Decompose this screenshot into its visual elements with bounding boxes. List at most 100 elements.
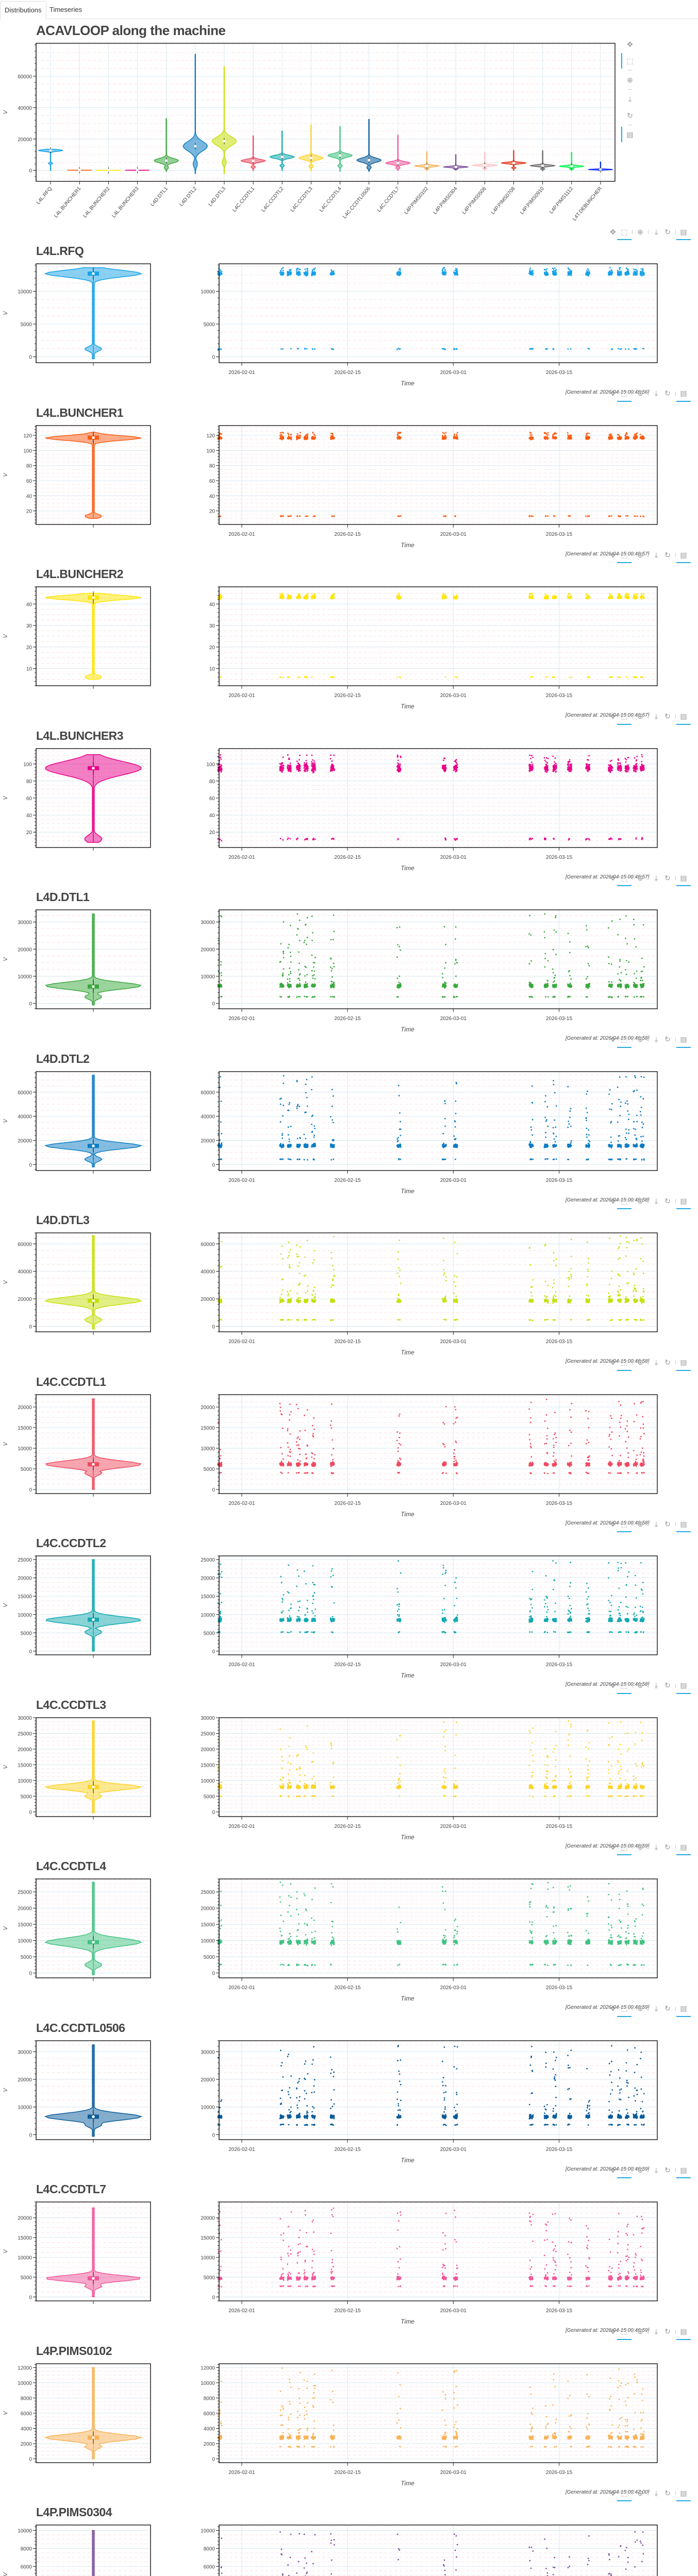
tab-distributions[interactable]: Distributions — [0, 1, 46, 20]
data-point — [443, 273, 445, 274]
pan-tool-button[interactable]: ✥ — [624, 38, 636, 50]
data-point — [400, 764, 401, 765]
y-tick-label: 10000 — [18, 289, 32, 295]
data-point — [442, 269, 443, 271]
plot-toolbar: ✥ ⬚ ⊕ ⤓ ↻ ▤ — [607, 709, 689, 724]
data-point — [588, 437, 590, 439]
pan-tool-button[interactable]: ✥ — [607, 226, 619, 238]
data-point — [547, 437, 549, 439]
y-tick-label: 40 — [209, 602, 215, 607]
box-zoom-tool-button[interactable]: ⬚ — [619, 710, 630, 723]
hover-tool-button[interactable]: ▤ — [678, 226, 689, 238]
data-point — [586, 434, 588, 436]
save-tool-button[interactable]: ⤓ — [651, 549, 662, 561]
data-point — [637, 515, 638, 517]
data-point — [282, 515, 284, 517]
data-point — [331, 760, 333, 761]
save-tool-button[interactable]: ⤓ — [624, 93, 636, 105]
data-point — [397, 437, 399, 438]
violin-median-point — [92, 272, 95, 275]
hover-tool-button[interactable]: ▤ — [678, 710, 689, 723]
data-point — [282, 348, 284, 350]
data-point — [530, 837, 531, 839]
tab-timeseries[interactable]: Timeseries — [45, 1, 86, 20]
data-point — [304, 767, 305, 769]
box-zoom-tool-button[interactable]: ⬚ — [619, 226, 630, 238]
data-point — [330, 273, 332, 274]
data-point — [636, 594, 638, 595]
data-point — [553, 838, 555, 840]
toolbar-separator — [675, 230, 676, 234]
data-point — [331, 274, 333, 275]
data-point — [609, 676, 610, 678]
pan-tool-button[interactable]: ✥ — [607, 387, 619, 400]
violin-median — [49, 149, 52, 152]
wheel-zoom-tool-button[interactable]: ⊕ — [635, 226, 646, 238]
pan-tool-button[interactable]: ✥ — [607, 549, 619, 561]
data-point — [311, 761, 312, 762]
save-tool-button[interactable]: ⤓ — [651, 710, 662, 723]
y-tick-label: 30 — [209, 623, 215, 629]
data-point — [555, 762, 557, 764]
wheel-zoom-tool-button[interactable]: ⊕ — [635, 710, 646, 723]
pan-tool-button[interactable]: ✥ — [607, 710, 619, 723]
toolbar-separator — [648, 553, 649, 557]
data-point — [290, 269, 292, 270]
hover-tool-button[interactable]: ▤ — [678, 549, 689, 561]
data-point — [282, 756, 284, 758]
data-point — [544, 269, 545, 270]
data-point — [282, 767, 284, 769]
data-point — [306, 434, 307, 436]
reset-tool-button[interactable]: ↻ — [662, 710, 673, 723]
wheel-zoom-tool-button[interactable]: ⊕ — [635, 387, 646, 400]
data-point — [220, 676, 222, 678]
data-point — [532, 273, 534, 274]
data-point — [568, 437, 570, 439]
violin-median — [194, 145, 196, 147]
data-point — [642, 515, 644, 517]
data-point — [620, 437, 622, 439]
wheel-zoom-tool-button[interactable]: ⊕ — [624, 74, 636, 86]
data-point — [331, 838, 333, 839]
reset-tool-button[interactable]: ↻ — [662, 226, 673, 238]
x-tick-label: L4P.PIMS0102 — [403, 186, 429, 216]
box-zoom-tool-button[interactable]: ⬚ — [619, 387, 630, 400]
data-point — [289, 437, 291, 439]
hover-tool-button[interactable]: ▤ — [678, 387, 689, 400]
data-point — [311, 594, 312, 595]
data-point — [444, 597, 445, 598]
data-point — [609, 772, 611, 773]
data-point — [589, 273, 590, 274]
data-point — [279, 593, 281, 595]
data-point — [637, 273, 638, 274]
data-point — [306, 765, 308, 767]
reset-tool-button[interactable]: ↻ — [624, 109, 636, 122]
data-point — [642, 437, 643, 438]
data-point — [608, 515, 610, 517]
box-zoom-tool-button[interactable]: ⬚ — [624, 55, 636, 67]
data-point — [221, 273, 222, 275]
box-zoom-tool-button[interactable]: ⬚ — [619, 549, 630, 561]
save-tool-button[interactable]: ⤓ — [651, 226, 662, 238]
save-tool-button[interactable]: ⤓ — [651, 387, 662, 400]
data-point — [311, 438, 313, 440]
wheel-zoom-tool-button[interactable]: ⊕ — [635, 549, 646, 561]
data-point — [400, 348, 401, 350]
reset-tool-button[interactable]: ↻ — [662, 549, 673, 561]
data-point — [611, 269, 612, 271]
reset-tool-button[interactable]: ↻ — [662, 387, 673, 400]
data-point — [530, 597, 532, 598]
save-icon: ⤓ — [655, 551, 658, 560]
data-point — [529, 516, 530, 517]
hover-tool-button[interactable]: ▤ — [624, 128, 636, 141]
data-point — [333, 676, 335, 678]
data-point — [300, 436, 301, 438]
data-point — [617, 762, 619, 764]
data-point — [546, 676, 548, 678]
data-point — [571, 769, 572, 771]
